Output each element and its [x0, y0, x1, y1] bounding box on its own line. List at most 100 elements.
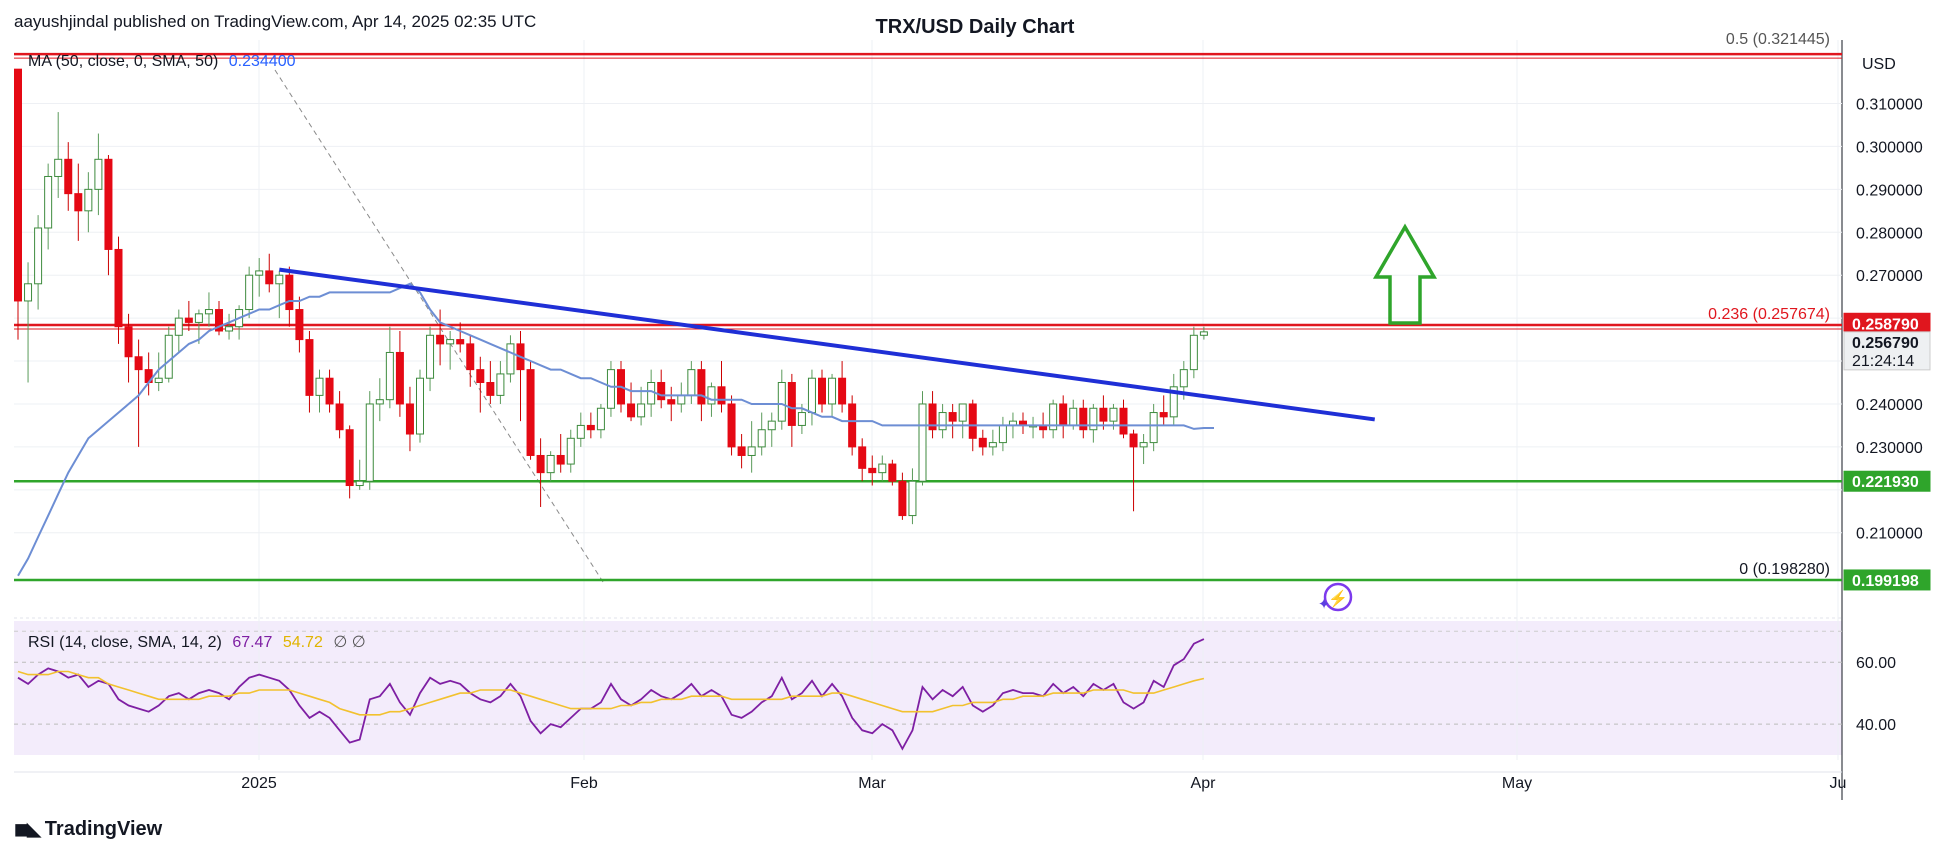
rsi-sma-value: 54.72 [282, 634, 323, 651]
candle-up [878, 463, 887, 474]
candle-down [818, 377, 826, 405]
candle-up [496, 373, 505, 396]
trendline [279, 267, 1376, 422]
candle-down [134, 356, 143, 371]
candle-down [627, 403, 636, 418]
candle-up [606, 369, 615, 409]
tradingview-brand[interactable]: ◼◣ TradingView [14, 818, 162, 841]
candle-down [335, 403, 344, 431]
candle-down [848, 403, 857, 448]
candle-up [426, 334, 435, 379]
candle-down [888, 463, 897, 482]
candle-up [807, 377, 816, 414]
candle-down [1119, 407, 1128, 435]
candle-down [1059, 403, 1068, 426]
candle-down [265, 270, 274, 285]
price-tick-label: 0.310000 [1856, 97, 1923, 114]
candle-down [295, 309, 304, 341]
candle-down [345, 429, 354, 487]
candle-down [697, 369, 706, 405]
up-arrow-icon [1372, 223, 1438, 325]
candle-down [1079, 407, 1088, 431]
candle-up [1049, 403, 1058, 431]
candle-up [24, 283, 33, 302]
candle-up [687, 369, 696, 396]
price-badge [1843, 331, 1931, 371]
candle-down [727, 403, 736, 448]
candle-down [14, 68, 22, 302]
candle-up [416, 377, 424, 435]
time-tick-label: 2025 [241, 775, 277, 792]
rsi-legend[interactable]: RSI (14, close, SMA, 14, 2) 67.47 54.72 … [28, 632, 366, 652]
candle-up [647, 382, 656, 405]
publisher-line: aayushjindal published on TradingView.co… [14, 12, 537, 31]
price-tick-label: 0.210000 [1856, 526, 1923, 543]
rsi-sma-line [17, 670, 1205, 716]
candle-down [74, 193, 83, 212]
candle-down [285, 274, 294, 311]
candle-down [898, 480, 907, 517]
candle-down [526, 369, 535, 456]
candle-up [506, 343, 515, 375]
candle-down [405, 403, 414, 435]
candle-down [536, 454, 545, 474]
candle-up [828, 377, 837, 405]
candle-up [938, 412, 947, 431]
candle-down [466, 343, 475, 371]
candle-up [84, 188, 93, 212]
candle-up [365, 403, 374, 482]
candle-up [1089, 407, 1098, 431]
rsi-tick-label: 60.00 [1856, 655, 1896, 672]
candle-down [1129, 433, 1138, 448]
candle-down [395, 351, 404, 405]
candle-down [436, 334, 445, 345]
price-badge [1843, 569, 1931, 591]
candle-down [948, 412, 957, 422]
candle-up [707, 386, 716, 405]
candle-up [255, 270, 264, 276]
candle-up [958, 403, 967, 422]
tradingview-logo-icon: ◼◣ [14, 819, 41, 839]
price-tick-label: 0.280000 [1856, 225, 1923, 242]
currency-label[interactable]: USD [1862, 56, 1896, 73]
candle-up [375, 399, 384, 405]
rsi-legend-label: RSI (14, close, SMA, 14, 2) [28, 634, 222, 651]
candle-up [225, 326, 234, 332]
brand-name: TradingView [44, 818, 163, 840]
candle-down [657, 382, 666, 401]
candle-up [204, 309, 213, 315]
candle-up [1109, 407, 1118, 422]
price-tick-label: 0.300000 [1856, 139, 1923, 156]
candle-down [64, 158, 73, 195]
rsi-extra: ∅ ∅ [333, 634, 366, 651]
candle-down [928, 403, 937, 431]
ma-legend-value: 0.234400 [228, 53, 296, 70]
candle-up [355, 480, 364, 487]
chart-title: TRX/USD Daily Chart [875, 16, 1075, 38]
candle-up [1169, 386, 1178, 418]
candle-up [245, 274, 254, 311]
candle-down [104, 158, 113, 250]
candle-up [908, 480, 917, 517]
candle-up [164, 334, 173, 379]
candle-up [1149, 412, 1158, 444]
rsi-line [17, 638, 1205, 751]
ma-legend-label: MA (50, close, 0, SMA, 50) [28, 53, 219, 70]
candle-up [446, 339, 455, 345]
candle-down [838, 377, 847, 405]
spark-icon [1323, 582, 1353, 612]
price-tick-label: 0.270000 [1856, 268, 1923, 285]
candle-up [1189, 334, 1198, 371]
candle-up [1179, 369, 1188, 388]
moving-average-line [17, 282, 1214, 577]
ma-legend[interactable]: MA (50, close, 0, SMA, 50) 0.234400 [28, 53, 295, 71]
candle-up [777, 382, 786, 422]
candle-down [114, 248, 123, 328]
candle-up [385, 351, 394, 401]
candle-up [546, 454, 555, 474]
candle-down [325, 377, 334, 405]
lightning-icon: ⚡ [1328, 589, 1348, 608]
candle-down [586, 424, 595, 431]
candle-down [858, 446, 867, 469]
